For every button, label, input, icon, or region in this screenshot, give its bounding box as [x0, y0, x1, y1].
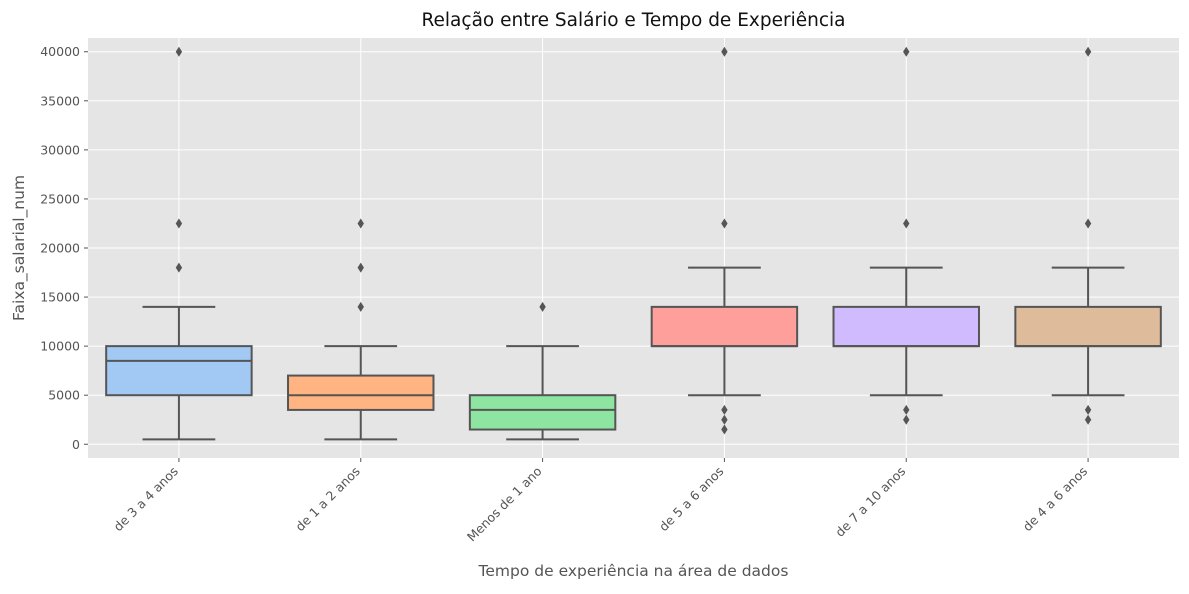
outlier-point: [903, 46, 910, 57]
x-axis-label: Tempo de experiência na área de dados: [478, 562, 789, 580]
outlier-point: [175, 262, 183, 273]
boxes: [105, 46, 1162, 441]
outlier-point: [721, 424, 728, 435]
box-group: [105, 46, 253, 441]
y-tick-label: 20000: [40, 241, 80, 256]
box: [1014, 305, 1162, 348]
x-tick-label: de 4 a 6 anos: [1020, 464, 1091, 535]
outlier-point: [357, 301, 364, 312]
x-tick-label: de 5 a 6 anos: [656, 464, 727, 535]
box: [287, 374, 435, 411]
y-tick-label: 0: [72, 437, 80, 452]
box: [832, 305, 980, 348]
y-tick-label: 35000: [40, 93, 80, 108]
outlier-point: [175, 46, 183, 57]
outlier-point: [1084, 404, 1092, 415]
outlier-point: [357, 262, 364, 273]
box-group: [468, 301, 617, 441]
x-tick-label: de 1 a 2 anos: [292, 464, 363, 535]
box: [105, 345, 253, 397]
outlier-point: [903, 414, 910, 425]
x-ticks: de 3 a 4 anos de 1 a 2 anos Menos de 1 ano…: [110, 458, 1090, 544]
y-tick-label: 10000: [40, 339, 80, 354]
y-tick-label: 25000: [40, 191, 80, 206]
outlier-point: [175, 218, 183, 229]
x-tick-label: de 3 a 4 anos: [110, 464, 181, 535]
outlier-point: [721, 404, 728, 415]
outlier-point: [357, 218, 364, 229]
outlier-point: [903, 404, 910, 415]
outlier-point: [903, 218, 910, 229]
outlier-point: [539, 301, 546, 312]
y-tick-label: 40000: [40, 44, 80, 59]
y-tick-label: 15000: [40, 290, 80, 305]
y-axis-label: Faixa_salarial_num: [10, 175, 29, 321]
y-tick-label: 5000: [48, 388, 80, 403]
outlier-point: [1084, 218, 1092, 229]
y-ticks: 0 5000 10000 15000 20000 25000 30000 35000 40000: [40, 44, 88, 452]
outlier-point: [721, 218, 728, 229]
outlier-point: [1084, 414, 1092, 425]
box: [650, 305, 799, 348]
x-tick-label: de 7 a 10 anos: [832, 464, 908, 540]
box: [468, 394, 617, 431]
box-group: [287, 218, 435, 441]
box-group: [832, 46, 980, 425]
chart-title: Relação entre Salário e Tempo de Experiê…: [422, 10, 846, 31]
outlier-point: [1084, 46, 1092, 57]
x-tick-label: Menos de 1 ano: [464, 464, 545, 545]
outlier-point: [721, 414, 728, 425]
box-group: [650, 46, 799, 435]
y-tick-label: 30000: [40, 142, 80, 157]
outlier-point: [721, 46, 728, 57]
box-group: [1014, 46, 1162, 425]
